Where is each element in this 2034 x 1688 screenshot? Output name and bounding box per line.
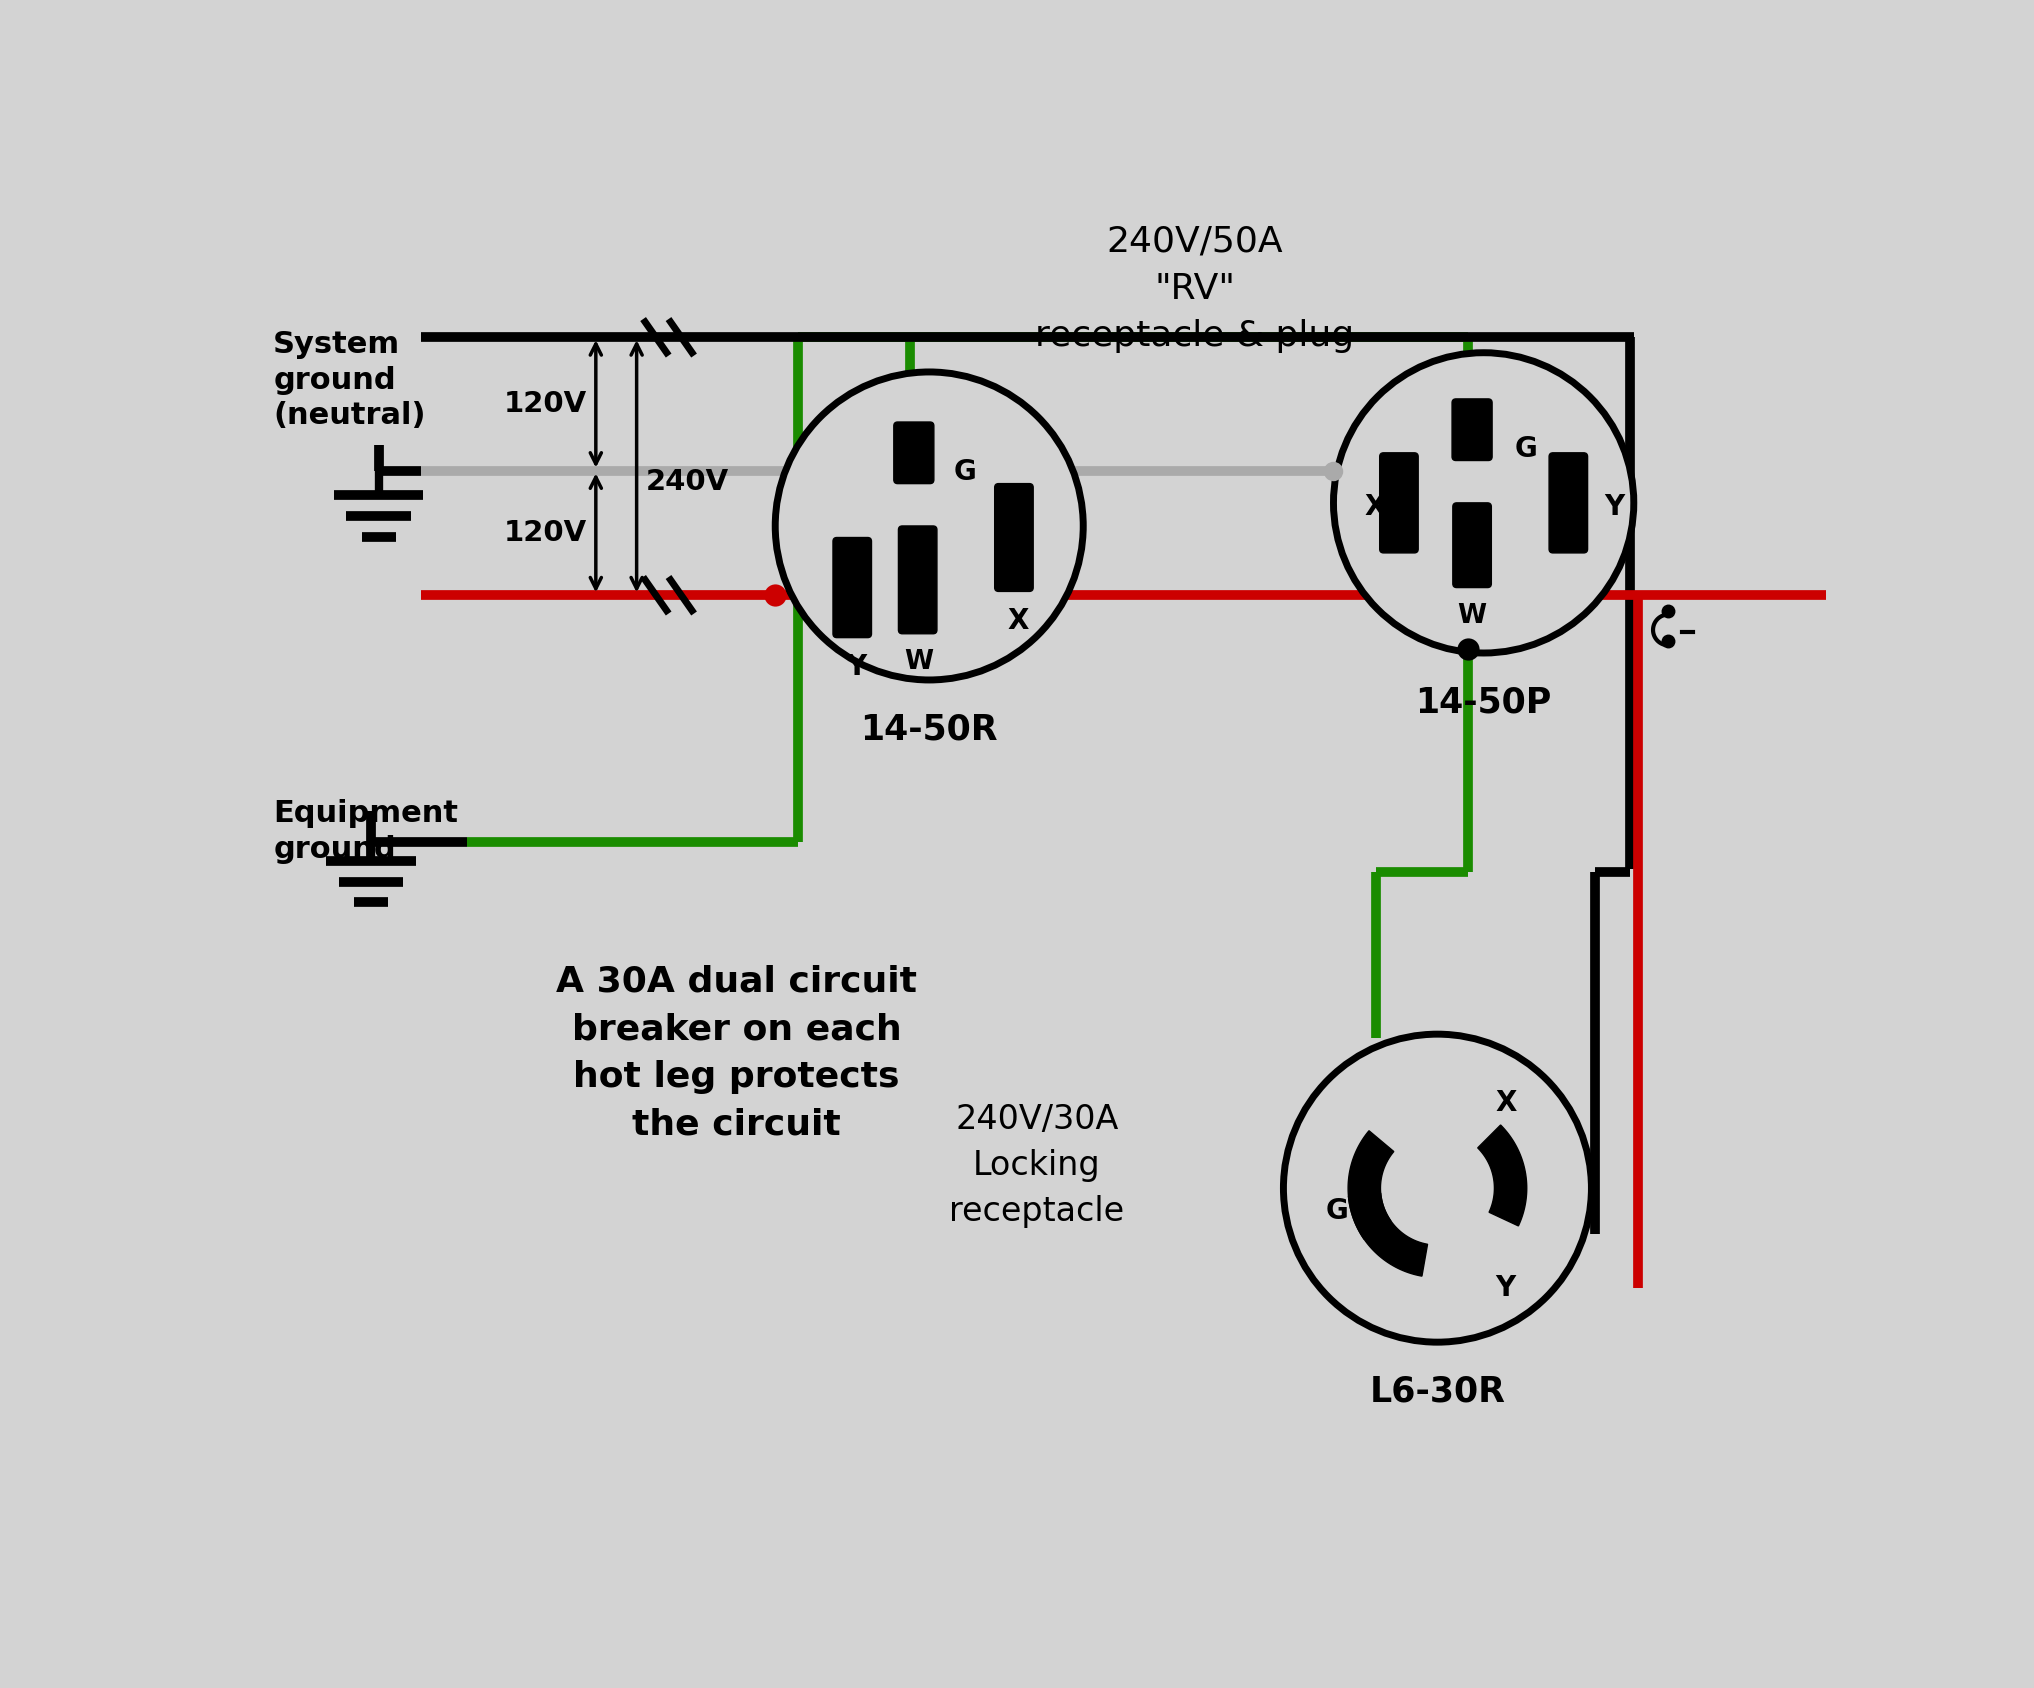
Text: G: G: [954, 457, 976, 486]
Text: L6-30R: L6-30R: [1369, 1374, 1505, 1408]
FancyBboxPatch shape: [995, 483, 1033, 591]
FancyBboxPatch shape: [1550, 452, 1589, 554]
Circle shape: [1334, 353, 1633, 653]
Text: 120V: 120V: [504, 518, 586, 547]
Text: 14-50P: 14-50P: [1416, 685, 1552, 719]
Polygon shape: [1349, 1193, 1428, 1276]
FancyBboxPatch shape: [899, 527, 938, 633]
FancyBboxPatch shape: [1452, 398, 1493, 461]
Text: 120V: 120V: [504, 390, 586, 419]
Text: G: G: [1515, 436, 1538, 463]
Text: 14-50R: 14-50R: [860, 712, 999, 746]
FancyBboxPatch shape: [1452, 503, 1491, 587]
Text: W: W: [1458, 603, 1487, 630]
Polygon shape: [1349, 1131, 1393, 1239]
Text: X: X: [1007, 606, 1029, 635]
FancyBboxPatch shape: [893, 422, 934, 483]
Text: 240V: 240V: [647, 468, 728, 496]
Text: X: X: [1365, 493, 1385, 520]
Circle shape: [775, 371, 1084, 680]
Polygon shape: [1479, 1124, 1528, 1225]
Text: 240V/50A
"RV"
receptacle & plug: 240V/50A "RV" receptacle & plug: [1035, 225, 1355, 353]
Text: Y: Y: [846, 653, 866, 680]
FancyBboxPatch shape: [1379, 452, 1418, 554]
Text: System
ground
(neutral): System ground (neutral): [273, 329, 425, 430]
Text: A 30A dual circuit
breaker on each
hot leg protects
the circuit: A 30A dual circuit breaker on each hot l…: [555, 966, 917, 1141]
Circle shape: [1283, 1035, 1591, 1342]
Text: Equipment
ground: Equipment ground: [273, 800, 458, 864]
Text: X: X: [1495, 1089, 1517, 1117]
Text: Y: Y: [1605, 493, 1625, 520]
Text: W: W: [905, 650, 934, 675]
Text: Y: Y: [1495, 1274, 1515, 1301]
Text: G: G: [1326, 1197, 1349, 1225]
Text: 240V/30A
Locking
receptacle: 240V/30A Locking receptacle: [950, 1104, 1125, 1229]
FancyBboxPatch shape: [834, 537, 871, 638]
